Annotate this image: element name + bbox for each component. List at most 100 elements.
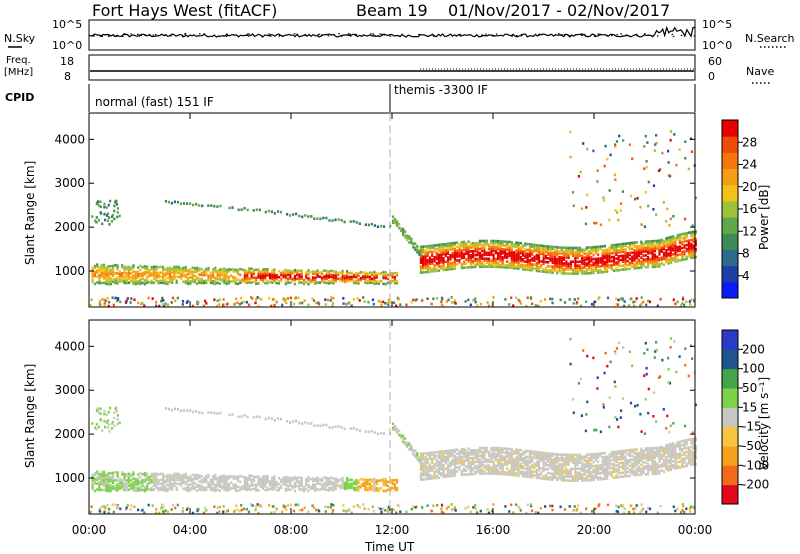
velocity-cell <box>517 468 520 471</box>
power-cell <box>247 303 251 307</box>
power-cell <box>266 269 269 273</box>
power-cell <box>685 231 688 235</box>
power-cell <box>218 303 221 306</box>
velocity-cell <box>171 482 174 485</box>
power-cell <box>130 268 133 271</box>
power-cell <box>519 251 522 255</box>
velocity-cell <box>683 439 686 442</box>
velocity-cell <box>585 453 588 456</box>
velocity-cell <box>558 474 561 478</box>
power-cell <box>182 272 185 276</box>
velocity-cell <box>619 455 622 459</box>
power-cell <box>150 273 153 277</box>
velocity-cell <box>667 453 670 456</box>
power-cell <box>223 273 226 277</box>
velocity-cell <box>601 467 604 471</box>
power-cell <box>537 265 541 269</box>
velocity-cell <box>519 472 522 476</box>
power-cell <box>157 273 160 277</box>
power-cell <box>553 257 557 261</box>
power-cell <box>332 282 335 285</box>
power-cell <box>590 256 593 259</box>
power-cell <box>562 258 566 261</box>
velocity-cell <box>672 463 675 467</box>
power-cell <box>393 271 396 275</box>
power-cell <box>624 254 627 257</box>
power-cell <box>528 260 532 264</box>
velocity-cell <box>431 477 434 480</box>
power-cell <box>134 278 137 282</box>
power-cell <box>449 246 452 249</box>
power-cell <box>262 274 265 277</box>
velocity-cell <box>617 466 620 469</box>
power-cell <box>164 282 167 285</box>
velocity-cell <box>371 480 374 484</box>
power-cell <box>517 249 520 253</box>
velocity-cell <box>690 457 693 461</box>
velocity-cell <box>394 426 397 430</box>
velocity-cell <box>683 453 686 456</box>
power-cell <box>214 280 217 284</box>
power-cell <box>678 237 681 240</box>
power-cell <box>255 208 258 211</box>
power-cell <box>359 271 362 274</box>
power-cell <box>636 197 639 200</box>
power-cell <box>406 238 409 242</box>
power-cell <box>384 273 387 276</box>
velocity-cell <box>533 450 536 454</box>
velocity-cell <box>540 471 543 474</box>
power-cell <box>286 297 290 300</box>
power-cell <box>476 245 479 249</box>
power-cell <box>469 244 472 247</box>
power-cell <box>164 278 167 281</box>
nsearch-dot <box>101 35 103 37</box>
power-cell <box>252 280 256 284</box>
velocity-cell <box>519 456 522 460</box>
power-cell <box>537 252 541 255</box>
velocity-cell <box>463 459 466 463</box>
velocity-cell <box>243 485 246 489</box>
power-cell <box>590 271 593 275</box>
power-cell <box>617 255 620 258</box>
velocity-cell <box>560 471 563 474</box>
power-cell <box>271 269 274 273</box>
velocity-cell <box>633 450 636 453</box>
velocity-cell <box>121 473 124 476</box>
velocity-cell <box>316 478 319 481</box>
velocity-cell <box>453 450 457 454</box>
power-cell <box>572 270 575 273</box>
power-cell <box>619 209 622 212</box>
power-cell <box>357 282 360 285</box>
power-cell <box>490 253 493 257</box>
power-cell <box>285 301 288 305</box>
power-cell <box>186 202 189 205</box>
velocity-cell <box>574 459 577 463</box>
velocity-cell <box>542 455 545 459</box>
velocity-cell <box>352 482 356 486</box>
velocity-cell <box>424 471 427 475</box>
power-cell <box>243 271 246 274</box>
velocity-cell <box>132 473 135 476</box>
power-cell <box>451 245 454 249</box>
power-cell <box>494 239 497 243</box>
velocity-cell <box>651 472 654 476</box>
power-cell <box>667 262 670 265</box>
velocity-cell <box>585 479 588 482</box>
velocity-cell <box>107 478 110 481</box>
velocity-cell <box>490 458 493 462</box>
power-cell <box>528 268 532 272</box>
velocity-cell <box>487 460 491 464</box>
power-cell <box>678 239 681 242</box>
velocity-cell <box>330 480 333 484</box>
power-cell <box>460 256 463 260</box>
velocity-cell <box>127 480 131 484</box>
power-cell <box>687 243 691 246</box>
power-cell <box>685 247 688 251</box>
power-cell <box>494 259 497 263</box>
power-cell <box>118 280 121 283</box>
velocity-cell <box>606 455 609 459</box>
velocity-cell <box>517 470 520 473</box>
power-cell <box>396 281 399 285</box>
velocity-cell <box>105 483 108 487</box>
velocity-cell <box>499 456 502 460</box>
